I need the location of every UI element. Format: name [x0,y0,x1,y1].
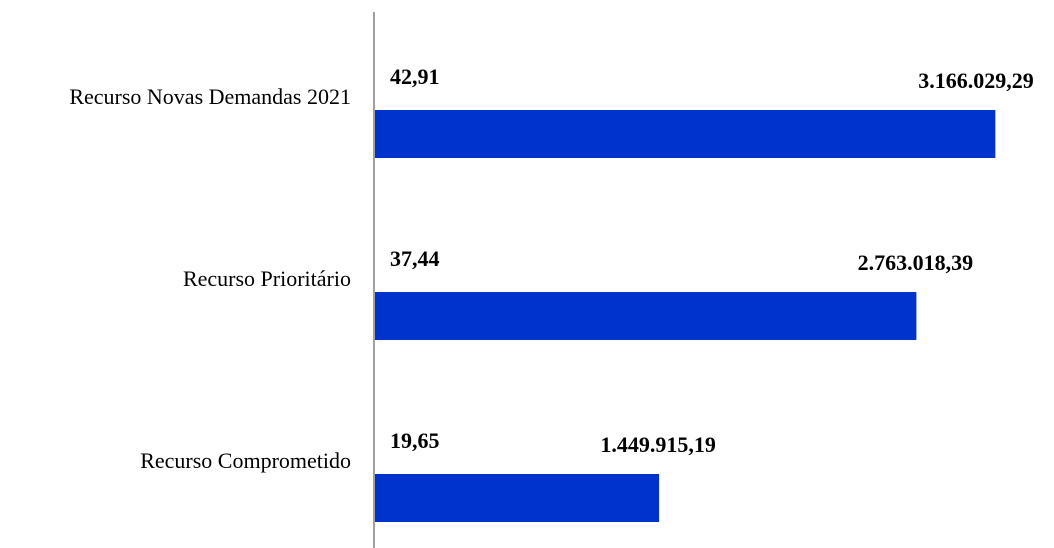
labels-group: Recurso Novas Demandas 2021 42,91 3.166.02… [69,64,1033,473]
category-label-1: Recurso Prioritário [183,266,351,291]
percent-label-0: 42,91 [390,64,440,89]
category-label-0: Recurso Novas Demandas 2021 [69,84,351,109]
value-label-2: 1.449.915,19 [600,432,716,457]
bar-0 [375,110,996,158]
bar-2 [375,474,660,522]
bars-group [375,110,996,522]
value-label-1: 2.763.018,39 [858,250,974,275]
bar-1 [375,292,917,340]
value-label-0: 3.166.029,29 [918,68,1034,93]
percent-label-1: 37,44 [390,246,440,271]
percent-label-2: 19,65 [390,428,440,453]
category-label-2: Recurso Comprometido [140,448,351,473]
